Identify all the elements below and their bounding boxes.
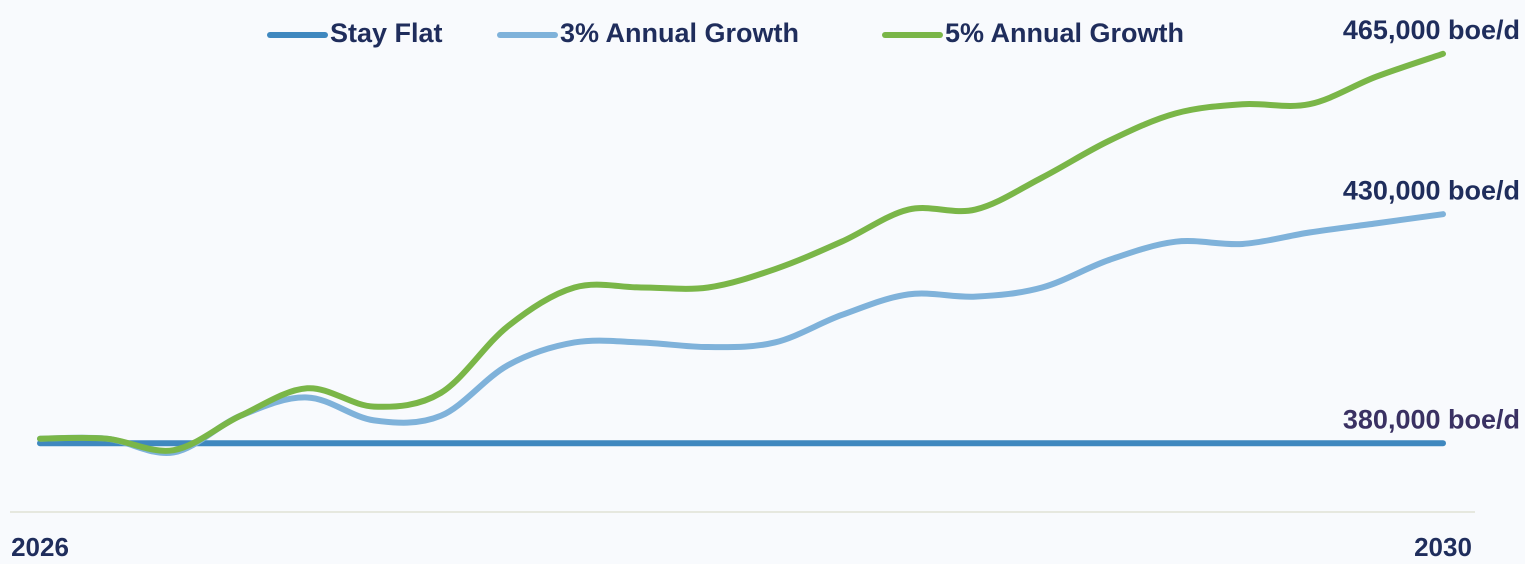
x-tick-label: 2026 <box>11 532 69 562</box>
end-label: 430,000 boe/d <box>1343 175 1520 205</box>
x-tick-label: 2030 <box>1414 532 1472 562</box>
end-label: 465,000 boe/d <box>1343 15 1520 45</box>
legend-label: Stay Flat <box>330 18 443 48</box>
end-label: 380,000 boe/d <box>1343 404 1520 434</box>
series-line <box>37 50 1446 454</box>
legend-label: 5% Annual Growth <box>945 18 1184 48</box>
legend-label: 3% Annual Growth <box>560 18 799 48</box>
series-line <box>37 211 1446 457</box>
